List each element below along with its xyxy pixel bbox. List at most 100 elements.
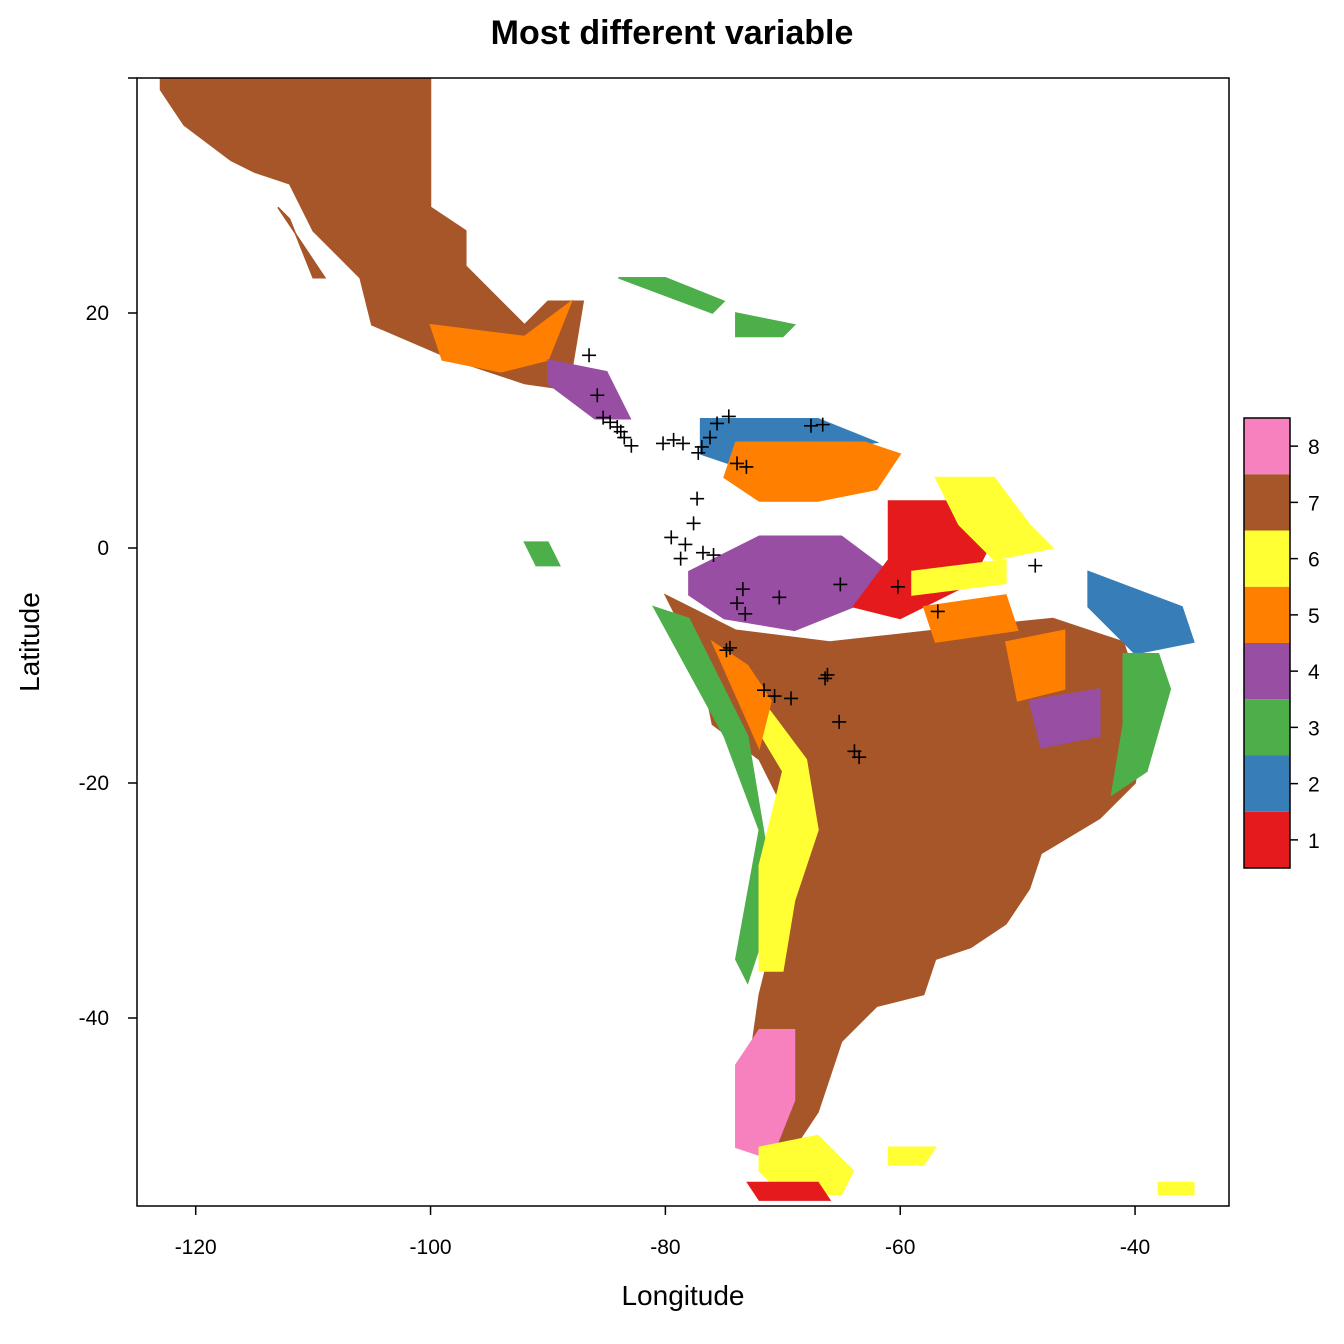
x-tick-label: -40 bbox=[1120, 1236, 1150, 1259]
region-category-5 bbox=[922, 594, 1019, 643]
sample-marker bbox=[678, 537, 693, 552]
sample-marker bbox=[772, 590, 787, 605]
sample-marker bbox=[673, 551, 688, 566]
region-category-6 bbox=[758, 1134, 855, 1196]
region-category-3 bbox=[735, 312, 797, 338]
sample-marker bbox=[730, 596, 745, 611]
legend-frame bbox=[1243, 417, 1291, 869]
sample-marker bbox=[818, 671, 833, 686]
x-axis: -120 -100 -80 -60 -40 bbox=[175, 1206, 1150, 1259]
legend-label-5: 5 bbox=[1308, 605, 1320, 628]
region-category-1 bbox=[746, 1181, 832, 1201]
region-category-2 bbox=[1087, 570, 1195, 655]
legend-swatch-4 bbox=[1244, 643, 1290, 700]
x-tick-label: -80 bbox=[650, 1236, 680, 1259]
sample-marker bbox=[739, 459, 754, 474]
region-category-5 bbox=[710, 639, 772, 751]
y-tick-label: 20 bbox=[86, 302, 109, 325]
sample-marker bbox=[686, 516, 701, 531]
sample-marker bbox=[738, 606, 753, 621]
region-category-4 bbox=[547, 359, 632, 420]
legend-swatch-7 bbox=[1244, 474, 1290, 531]
sample-marker bbox=[735, 582, 750, 597]
legend-swatch-8 bbox=[1244, 418, 1290, 475]
legend-swatch-6 bbox=[1244, 530, 1290, 587]
sample-marker bbox=[833, 577, 848, 592]
sample-marker bbox=[890, 579, 905, 594]
sample-marker bbox=[691, 445, 706, 460]
sample-marker bbox=[930, 604, 945, 619]
sample-marker bbox=[852, 750, 867, 765]
y-tick-label: -40 bbox=[79, 1007, 109, 1030]
y-axis-label: Latitude bbox=[14, 592, 45, 692]
sample-marker bbox=[666, 432, 681, 447]
sample-markers bbox=[582, 348, 1043, 765]
y-tick-label: 0 bbox=[97, 537, 109, 560]
legend-swatch-1 bbox=[1244, 811, 1290, 868]
sample-marker bbox=[820, 667, 835, 682]
y-axis: 20 0 -20 -40 bbox=[79, 77, 137, 1030]
sample-marker bbox=[757, 683, 772, 698]
x-tick-label: -120 bbox=[175, 1236, 217, 1259]
x-axis-label: Longitude bbox=[621, 1280, 745, 1311]
region-category-6 bbox=[911, 558, 1007, 596]
region-category-3 bbox=[523, 541, 561, 567]
sample-marker bbox=[803, 418, 818, 433]
plot-title: Most different variable bbox=[490, 14, 854, 52]
legend-label-1: 1 bbox=[1308, 830, 1320, 853]
sample-marker bbox=[721, 409, 736, 424]
plot-frame bbox=[136, 77, 1230, 1207]
sample-marker bbox=[617, 430, 632, 445]
legend-label-4: 4 bbox=[1308, 661, 1320, 684]
x-tick-label: -100 bbox=[410, 1236, 452, 1259]
legend-swatch-2 bbox=[1244, 755, 1290, 812]
sample-marker bbox=[695, 545, 710, 560]
sample-marker bbox=[596, 410, 611, 425]
sample-marker bbox=[832, 714, 847, 729]
x-tick-label: -60 bbox=[885, 1236, 915, 1259]
region-category-3 bbox=[618, 277, 726, 314]
y-tick-label: -20 bbox=[79, 772, 109, 795]
sample-marker bbox=[730, 456, 745, 471]
sample-marker bbox=[706, 548, 721, 563]
sample-marker bbox=[656, 436, 671, 451]
sample-marker bbox=[676, 436, 690, 451]
legend-label-7: 7 bbox=[1308, 492, 1320, 515]
region-category-7 bbox=[159, 78, 608, 397]
legend-label-2: 2 bbox=[1308, 774, 1320, 797]
sample-marker bbox=[784, 691, 799, 706]
sample-marker bbox=[582, 348, 597, 363]
legend-label-3: 3 bbox=[1308, 717, 1320, 740]
region-category-5 bbox=[1005, 629, 1066, 702]
region-category-4 bbox=[688, 535, 890, 632]
region-category-4 bbox=[1028, 688, 1101, 749]
region-category-6 bbox=[934, 476, 1055, 561]
sample-marker bbox=[1028, 558, 1043, 573]
legend-label-6: 6 bbox=[1308, 549, 1320, 572]
sample-marker bbox=[767, 689, 782, 704]
sample-marker bbox=[690, 491, 705, 506]
sample-marker bbox=[703, 430, 718, 445]
region-category-3 bbox=[1110, 653, 1172, 797]
region-category-6 bbox=[887, 1146, 937, 1166]
sample-marker bbox=[603, 415, 618, 430]
region-category-6 bbox=[1157, 1181, 1195, 1196]
region-category-6 bbox=[711, 641, 819, 972]
sample-marker bbox=[664, 530, 679, 545]
sample-marker bbox=[710, 416, 725, 431]
category-regions bbox=[159, 78, 1195, 1201]
sample-marker bbox=[722, 640, 737, 655]
legend-label-8: 8 bbox=[1308, 436, 1320, 459]
sample-marker bbox=[815, 417, 830, 432]
sample-marker bbox=[590, 388, 605, 403]
legend-swatch-3 bbox=[1244, 699, 1290, 756]
legend-swatch-5 bbox=[1244, 586, 1290, 643]
sample-marker bbox=[719, 643, 734, 658]
sample-marker bbox=[624, 438, 639, 453]
color-legend: 1 2 3 4 5 6 7 8 bbox=[1243, 417, 1320, 869]
sample-marker bbox=[613, 424, 628, 439]
sample-marker bbox=[694, 439, 709, 454]
region-category-5 bbox=[723, 441, 902, 502]
region-category-7 bbox=[277, 206, 327, 279]
